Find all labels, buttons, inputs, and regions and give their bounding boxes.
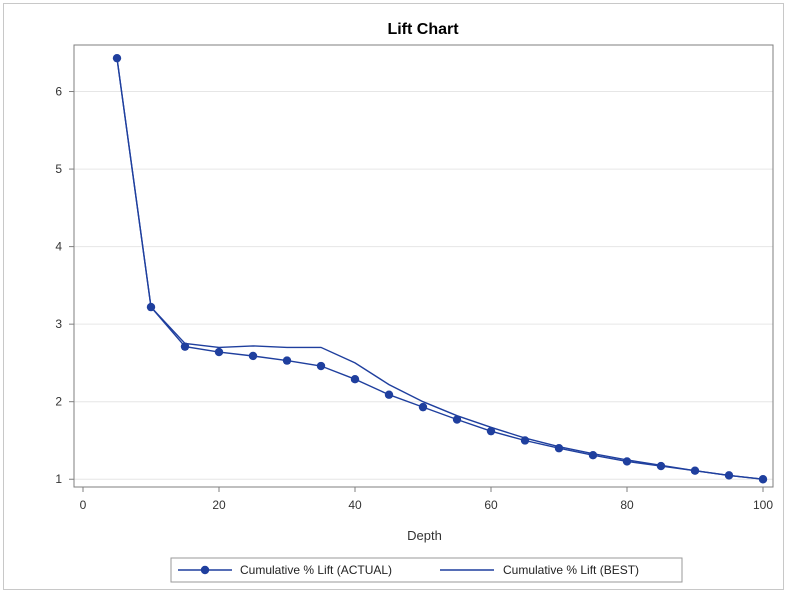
- x-tick-label-80: 80: [620, 498, 634, 512]
- x-tick-label-100: 100: [753, 498, 773, 512]
- data-point-actual: [486, 426, 496, 436]
- x-tick-label-40: 40: [348, 498, 362, 512]
- x-axis-label: Depth: [407, 528, 442, 543]
- y-tick-label-3: 3: [55, 317, 62, 331]
- chart-frame: [3, 3, 784, 590]
- chart-title: Lift Chart: [387, 21, 459, 38]
- x-tick-label-60: 60: [484, 498, 498, 512]
- data-point-actual: [112, 53, 122, 63]
- legend-marker-actual: [200, 565, 210, 575]
- grid-lines: [74, 91, 773, 480]
- y-tick-label-4: 4: [55, 240, 62, 254]
- data-point-actual: [418, 402, 428, 412]
- data-point-actual: [690, 466, 700, 475]
- y-tick-label-5: 5: [55, 162, 62, 176]
- data-point-actual: [180, 342, 190, 351]
- data-point-actual: [554, 444, 564, 453]
- legend-label-best: Cumulative % Lift (BEST): [503, 563, 639, 577]
- x-tick-label-20: 20: [212, 498, 226, 512]
- data-point-actual: [146, 302, 156, 312]
- y-tick-label-2: 2: [55, 395, 62, 409]
- series-layer: [112, 53, 768, 484]
- legend: Cumulative % Lift (ACTUAL) Cumulative % …: [170, 557, 683, 583]
- data-point-actual: [724, 471, 734, 480]
- legend-box: [170, 557, 683, 583]
- data-point-actual: [656, 461, 666, 471]
- plot-area: [73, 44, 774, 488]
- series-line-actual: [116, 58, 764, 480]
- data-point-actual: [384, 390, 394, 399]
- data-point-actual: [520, 436, 530, 445]
- data-point-actual: [452, 415, 462, 424]
- y-tick-label-1: 1: [55, 472, 62, 486]
- x-tick-label-0: 0: [80, 498, 87, 512]
- series-line-best: [116, 58, 764, 480]
- data-point-actual: [214, 347, 224, 357]
- legend-label-actual: Cumulative % Lift (ACTUAL): [240, 563, 392, 577]
- y-axis: 1 2 3 4 5 6: [55, 85, 74, 486]
- data-point-actual: [588, 451, 598, 460]
- data-point-actual: [316, 361, 326, 371]
- data-point-actual: [248, 351, 258, 361]
- data-point-actual: [350, 375, 360, 384]
- y-tick-label-6: 6: [55, 85, 62, 99]
- x-axis: 0 20 40 60 80 100: [80, 487, 773, 512]
- data-point-actual: [758, 475, 768, 484]
- data-point-actual: [282, 356, 292, 365]
- data-point-actual: [622, 457, 632, 466]
